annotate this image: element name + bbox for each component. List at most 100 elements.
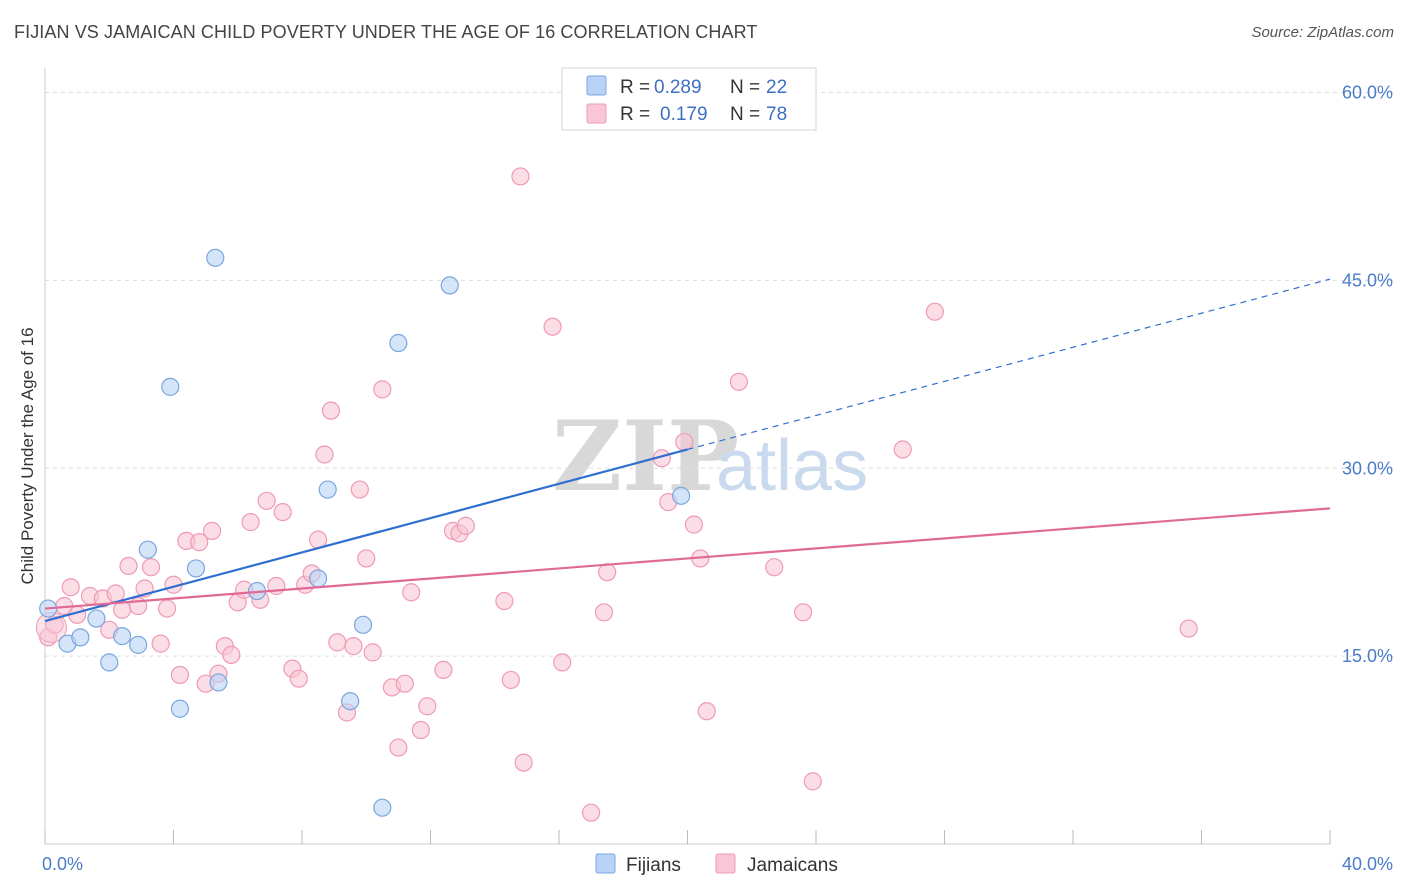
fijian-point-15: [318, 480, 337, 499]
legend-swatch-fijians: [586, 75, 607, 96]
legend-r-label-jamaicans: R =: [620, 104, 650, 125]
jamaican-point-13: [141, 558, 161, 577]
jamaican-point-73: [794, 603, 813, 622]
y-axis-label: Child Poverty Under the Age of 16: [18, 327, 37, 584]
legend-r-value-jamaicans: 0.179: [660, 104, 708, 125]
bottom-legend-label-jamaicans: Jamaicans: [747, 855, 838, 876]
legend-n-label-jamaicans: N =: [730, 104, 760, 125]
jamaican-point-39: [328, 633, 347, 652]
legend-r-value-fijians: 0.289: [654, 77, 702, 98]
jamaican-point-75: [893, 440, 912, 459]
jamaican-point-15: [157, 599, 177, 618]
fijian-point-20: [440, 276, 459, 295]
legend-r-label-fijians: R =: [620, 77, 650, 98]
jamaican-point-19: [190, 533, 209, 552]
legend-n-value-fijians: 22: [766, 77, 787, 98]
watermark-zip: ZIP: [552, 400, 739, 513]
jamaican-point-62: [582, 803, 601, 822]
jamaican-point-37: [315, 445, 334, 464]
y-tick-label-3: 60.0%: [1342, 83, 1393, 103]
jamaican-point-51: [418, 697, 437, 716]
x-tick-label-1: 40.0%: [1342, 854, 1393, 874]
jamaican-point-70: [697, 702, 716, 721]
jamaican-point-3: [61, 578, 80, 597]
jamaican-point-33: [289, 669, 308, 688]
bottom-legend-swatch-fijians: [595, 853, 616, 874]
jamaican-point-55: [456, 516, 475, 535]
jamaican-point-60: [543, 317, 562, 336]
stats-legend: R = 0.289 N = 22 R = 0.179 N = 78: [561, 67, 817, 131]
fijian-point-12: [209, 673, 228, 692]
jamaican-point-67: [675, 432, 694, 452]
jamaican-point-14: [151, 634, 170, 653]
trend-lines: [44, 278, 1331, 623]
jamaican-point-61: [553, 653, 572, 672]
jamaican-point-49: [402, 583, 421, 602]
fijian-point-10: [186, 559, 206, 578]
jamaican-point-17: [170, 665, 190, 685]
legend-n-label-fijians: N =: [730, 77, 760, 98]
fijian-point-11: [206, 248, 225, 267]
jamaican-point-76: [925, 302, 944, 321]
fijian-point-3: [87, 609, 106, 628]
bottom-legend-label-fijians: Fijians: [626, 855, 681, 876]
chart-title: FIJIAN VS JAMAICAN CHILD POVERTY UNDER T…: [14, 22, 758, 42]
fijian-point-5: [112, 626, 132, 646]
legend-swatch-jamaicans: [586, 103, 607, 124]
jamaican-point-58: [511, 167, 530, 186]
x-tick-labels: 0.0% 40.0%: [42, 854, 1393, 874]
fijian-point-21: [671, 486, 691, 505]
jamaican-point-43: [357, 549, 376, 568]
jamaican-point-29: [257, 491, 276, 510]
jamaican-point-50: [411, 720, 430, 740]
fijian-point-9: [170, 699, 190, 718]
jamaican-point-8: [106, 584, 125, 603]
series-legend: Fijians Jamaicans: [595, 853, 838, 876]
bottom-legend-swatch-jamaicans: [715, 853, 736, 874]
fijian-point-2: [71, 628, 90, 647]
fijian-point-18: [373, 798, 392, 817]
jamaican-point-47: [389, 738, 408, 757]
jamaican-point-27: [241, 513, 260, 532]
jamaican-point-77: [1179, 619, 1198, 638]
fijian-trend-line: [44, 448, 688, 623]
jamaican-point-10: [119, 556, 138, 576]
fijian-point-14: [308, 569, 328, 588]
x-tick-label-0: 0.0%: [42, 854, 83, 874]
watermark-atlas: atlas: [716, 426, 868, 506]
fijian-point-17: [353, 615, 373, 634]
fijian-trend-extension: [687, 278, 1331, 451]
jamaican-point-42: [350, 480, 369, 499]
fijian-point-16: [341, 692, 360, 711]
jamaican-point-74: [803, 772, 822, 791]
jamaican-trend-line: [44, 507, 1331, 610]
y-tick-labels: 15.0% 30.0% 45.0% 60.0%: [1342, 83, 1393, 667]
jamaican-point-71: [729, 372, 749, 391]
jamaican-point-72: [765, 558, 784, 577]
fijian-point-4: [100, 653, 119, 672]
jamaican-point-59: [514, 753, 533, 772]
fijian-point-19: [389, 333, 408, 353]
fijian-point-6: [129, 635, 148, 654]
jamaican-point-57: [501, 670, 520, 690]
jamaican-point-31: [273, 502, 292, 522]
y-tick-label-0: 15.0%: [1342, 646, 1393, 666]
jamaican-point-44: [363, 643, 382, 662]
jamaican-point-24: [222, 645, 241, 664]
jamaican-point-64: [594, 603, 614, 622]
jamaican-point-48: [395, 674, 414, 693]
y-tick-label-2: 45.0%: [1342, 270, 1393, 290]
source-credit: Source: ZipAtlas.com: [1251, 24, 1394, 41]
fijian-point-8: [161, 377, 180, 396]
watermark: ZIP atlas: [552, 400, 868, 513]
fijian-series: [39, 248, 691, 817]
jamaican-point-21: [202, 521, 222, 540]
jamaican-point-56: [495, 591, 514, 611]
jamaican-point-38: [321, 401, 341, 420]
jamaican-point-45: [373, 380, 392, 399]
grid-lines: [45, 92, 1393, 657]
jamaican-point-52: [434, 660, 453, 680]
legend-n-value-jamaicans: 78: [766, 104, 787, 125]
axes: [44, 68, 1331, 845]
